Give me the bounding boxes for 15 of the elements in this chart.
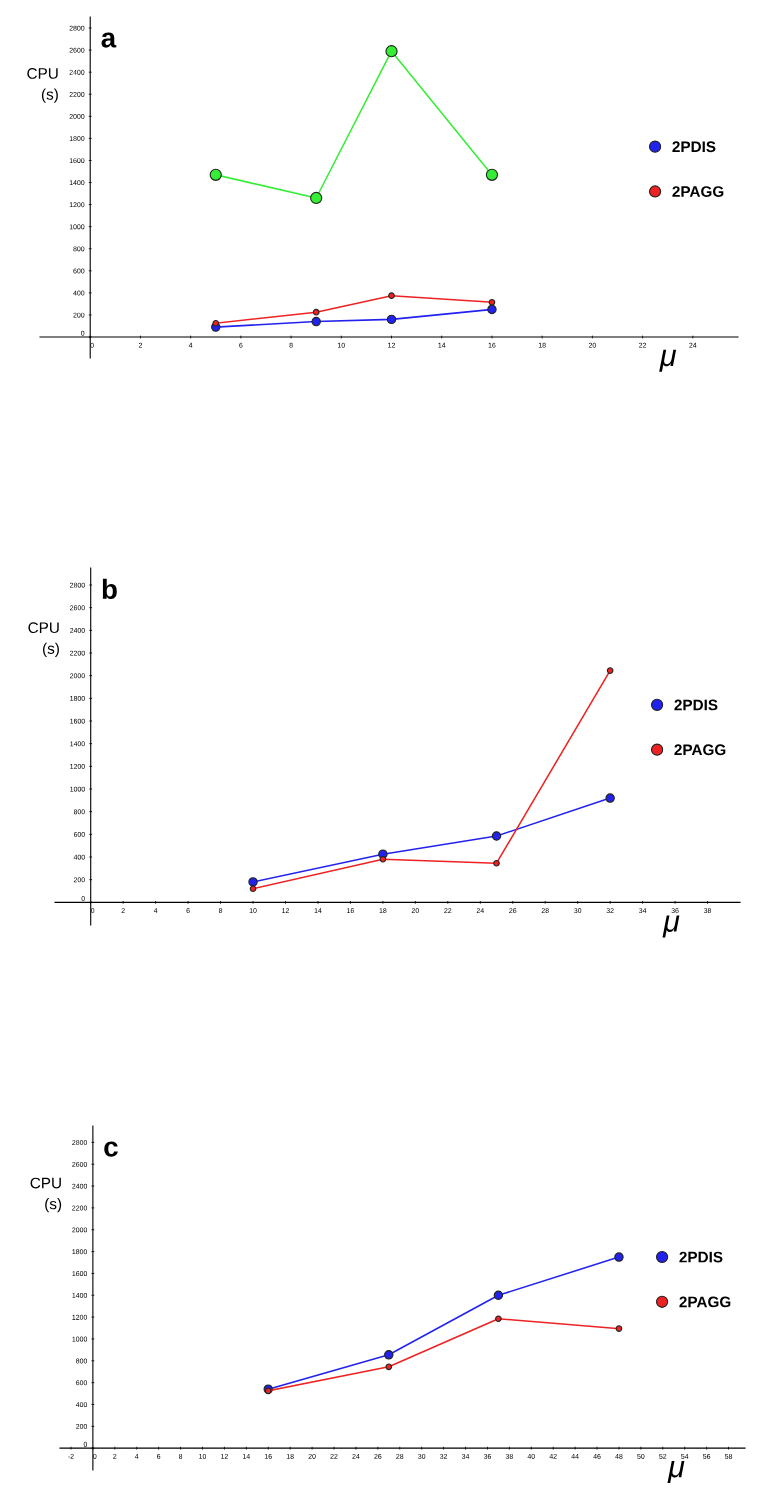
legend-label: 2PAGG [679, 1296, 731, 1308]
x-axis-title: μ [667, 1461, 685, 1484]
chart-title: b [102, 578, 117, 600]
legend-label: 2PAGG [672, 186, 724, 197]
y-axis-title: CPU (s) [30, 1177, 62, 1213]
legend-label: 2PAGG [674, 744, 726, 756]
chart-title: a [101, 32, 117, 48]
legend-label: 2PDIS [672, 141, 716, 153]
x-axis-title: μ [659, 349, 677, 372]
x-axis-title: μ [662, 915, 680, 938]
legend-label: 2PDIS [674, 699, 718, 711]
y-axis-title: CPU (s) [27, 68, 58, 103]
chart-title: c [104, 1141, 118, 1157]
y-axis-title: CPU (s) [28, 622, 59, 657]
legend-label: 2PDIS [679, 1251, 723, 1263]
